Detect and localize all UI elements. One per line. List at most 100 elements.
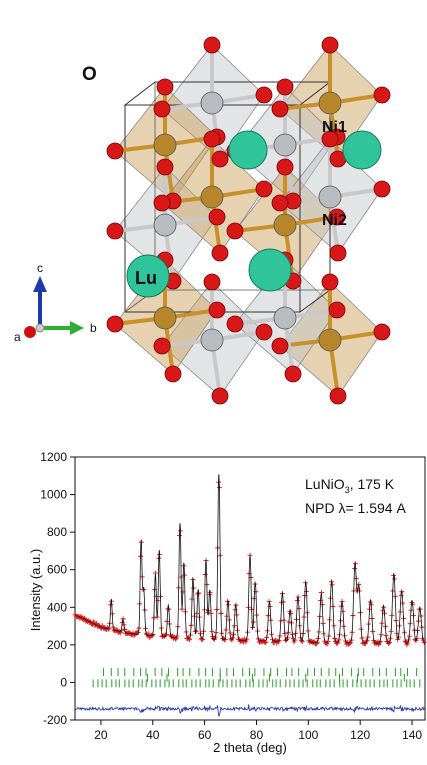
oxygen-atom (373, 86, 391, 104)
oxygen-atom (106, 222, 124, 240)
annotation-wavelength: NPD λ= 1.594 A (305, 500, 406, 516)
oxygen-atom (321, 273, 339, 291)
oxygen-atom (255, 86, 273, 104)
difference-line (74, 704, 426, 717)
oxygen-atom (328, 301, 346, 319)
diffraction-plot: -200 0 200 400 600 800 1000 1200 20 40 60 80 100 120… (28, 450, 427, 755)
label-lu: Lu (135, 268, 157, 288)
label-ni1: Ni1 (322, 119, 347, 136)
observed-point (105, 626, 111, 632)
oxygen-atom (153, 100, 171, 118)
y-tick-label: 0 (60, 675, 67, 689)
axis-c-label: c (37, 261, 43, 275)
ni1-atom (273, 213, 297, 237)
ni2-atom (200, 91, 224, 115)
ni1-atom (318, 328, 342, 352)
y-tick-label: 200 (47, 638, 67, 652)
lu-atom (228, 130, 268, 170)
oxygen-atom (156, 158, 174, 176)
ni2-atom (318, 185, 342, 209)
y-tick-label: 800 (47, 525, 67, 539)
label-ni2: Ni2 (322, 212, 347, 229)
x-tick-label: 140 (402, 728, 422, 742)
reflection-row-3 (92, 679, 421, 688)
axis-a-ball (24, 326, 36, 338)
axis-b-label: b (90, 321, 97, 335)
reflection-ticks (92, 668, 421, 688)
oxygen-atom (226, 222, 244, 240)
oxygen-atom (255, 180, 273, 198)
oxygen-atom (211, 150, 229, 168)
ni1-atom (153, 306, 177, 330)
x-axis-label: 2 theta (deg) (213, 740, 287, 755)
oxygen-atom (153, 337, 171, 355)
x-tick-label: 60 (198, 728, 212, 742)
y-tick-label: 1200 (40, 450, 67, 464)
y-tick-label: 1000 (40, 488, 67, 502)
ni1-atom (153, 133, 177, 157)
observed-point (113, 627, 119, 633)
x-tick-label: 80 (250, 728, 264, 742)
oxygen-atom (226, 315, 244, 333)
y-tick-label: -200 (43, 713, 67, 727)
observed-point (313, 641, 319, 647)
oxygen-atom (164, 365, 182, 383)
y-axis-label: Intensity (a.u.) (28, 549, 43, 631)
calculated-line (74, 474, 425, 645)
ni1-atom (318, 91, 342, 115)
oxygen-atom (106, 315, 124, 333)
oxygen-atom (328, 208, 346, 226)
oxygen-atom (106, 142, 124, 160)
ni2-atom (153, 213, 177, 237)
ni2-atom (273, 133, 297, 157)
oxygen-atom (153, 194, 171, 212)
observed-point (347, 640, 353, 646)
ni2-atom (200, 328, 224, 352)
oxygen-atom (329, 387, 347, 405)
label-o: O (82, 64, 97, 85)
observed-point (421, 639, 427, 645)
axis-c-arrow (33, 276, 47, 292)
lu-atom (342, 130, 382, 170)
x-tick-label: 120 (350, 728, 370, 742)
y-tick-label: 600 (47, 563, 67, 577)
annotation-compound: LuNiO3, 175 K (305, 476, 395, 495)
oxygen-atom (211, 244, 229, 262)
x-tick-label: 40 (146, 728, 160, 742)
oxygen-atom (373, 180, 391, 198)
oxygen-atom (271, 194, 289, 212)
axis-b-arrow (70, 321, 84, 335)
oxygen-atom (276, 158, 294, 176)
axis-triad: c b a (14, 261, 97, 344)
lu-atom (248, 248, 292, 292)
oxygen-atom (255, 323, 273, 341)
y-tick-label: 400 (47, 600, 67, 614)
oxygen-atom (329, 244, 347, 262)
observed-point (362, 641, 368, 647)
oxygen-atom (156, 78, 174, 96)
oxygen-atom (203, 36, 221, 54)
reflection-row-2 (147, 673, 405, 682)
oxygen-atom (321, 130, 339, 148)
oxygen-atom (203, 273, 221, 291)
plot-series (72, 474, 427, 717)
oxygen-atom (208, 301, 226, 319)
oxygen-atom (321, 36, 339, 54)
oxygen-atom (271, 337, 289, 355)
x-tick-label: 20 (94, 728, 108, 742)
crystal-structure-figure: O Ni1 Ni2 Lu c b a (14, 36, 391, 405)
ni2-atom (273, 306, 297, 330)
oxygen-atom (271, 100, 289, 118)
axis-a-label: a (14, 330, 21, 344)
oxygen-atom (203, 130, 221, 148)
oxygen-atom (373, 323, 391, 341)
oxygen-atom (211, 387, 229, 405)
plot-frame (74, 456, 426, 721)
ni1-atom (200, 185, 224, 209)
x-axis-ticks: 20 40 60 80 100 120 140 (94, 720, 422, 742)
oxygen-atom (208, 208, 226, 226)
atoms-layer (106, 36, 391, 405)
reflection-row-1 (103, 668, 418, 677)
y-axis-ticks: -200 0 200 400 600 800 1000 1200 (40, 450, 75, 727)
x-tick-label: 100 (298, 728, 318, 742)
